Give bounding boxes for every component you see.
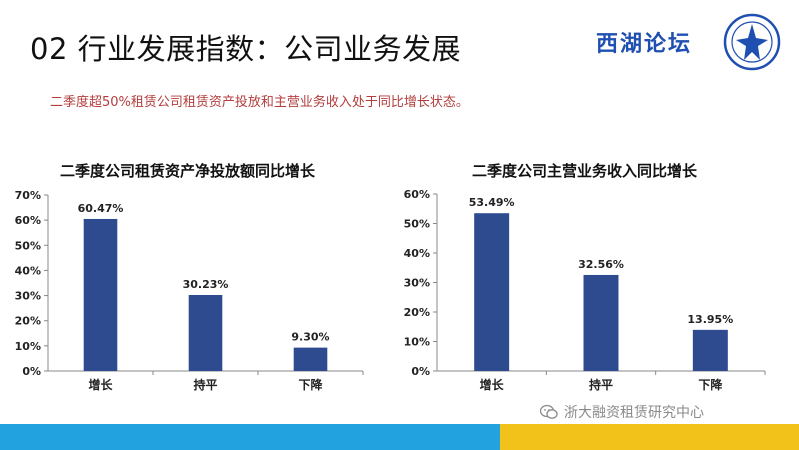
category-label: 增长	[88, 377, 113, 392]
y-tick-label: 50%	[15, 239, 41, 252]
y-tick-label: 50%	[404, 218, 430, 231]
chart-main-revenue: 0% 10% 20% 30% 40% 50% 60% 53.49% 增长 32.56% 持平 13.9…	[404, 188, 766, 392]
watermark: 浙大融资租赁研究中心	[540, 401, 704, 423]
category-label: 增长	[480, 377, 505, 392]
seal-icon	[723, 13, 781, 71]
data-label: 13.95%	[687, 313, 733, 326]
category-label: 下降	[298, 377, 323, 392]
wechat-icon	[540, 404, 558, 419]
watermark-text: 浙大融资租赁研究中心	[564, 405, 704, 421]
y-tick-label: 40%	[15, 264, 41, 277]
chart-title-right: 二季度公司主营业务收入同比增长	[472, 162, 698, 180]
y-tick-label: 30%	[404, 277, 430, 290]
bar	[293, 347, 328, 371]
y-tick-label: 0%	[411, 365, 430, 378]
category-label: 持平	[193, 377, 217, 392]
data-label: 9.30%	[291, 331, 329, 344]
footer-bar-yellow	[500, 424, 799, 450]
data-label: 60.47%	[78, 202, 124, 215]
y-tick-label: 40%	[404, 247, 430, 260]
y-tick-label: 70%	[15, 189, 41, 202]
bar	[474, 213, 510, 371]
summary-text: 二季度超50%租赁公司租赁资产投放和主营业务收入处于同比增长状态。	[50, 95, 469, 110]
slide-title: 02 行业发展指数：公司业务发展	[30, 32, 462, 66]
y-tick-label: 10%	[15, 340, 41, 353]
category-label: 持平	[589, 377, 613, 392]
y-tick-label: 0%	[22, 365, 41, 378]
bar	[188, 294, 223, 371]
y-tick-label: 20%	[404, 306, 430, 319]
bar	[83, 218, 118, 371]
y-tick-label: 20%	[15, 315, 41, 328]
chart-leasing-assets: 0% 10% 20% 30% 40% 50% 60% 70% 60.47% 增长 30.23% 持平 9…	[15, 189, 364, 392]
category-label: 下降	[698, 377, 723, 392]
y-tick-label: 10%	[404, 336, 430, 349]
footer-bar-blue	[0, 424, 500, 450]
data-label: 32.56%	[578, 258, 624, 271]
bar	[583, 274, 619, 371]
bar	[692, 329, 728, 371]
y-tick-label: 60%	[15, 214, 41, 227]
data-label: 53.49%	[469, 196, 515, 209]
y-tick-label: 30%	[15, 290, 41, 303]
data-label: 30.23%	[183, 278, 229, 291]
chart-title-left: 二季度公司租赁资产净投放额同比增长	[60, 162, 316, 180]
logo-text: 西湖论坛	[596, 31, 693, 57]
y-tick-label: 60%	[404, 188, 430, 201]
